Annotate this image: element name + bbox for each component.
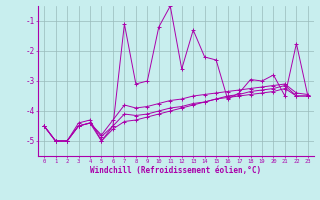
X-axis label: Windchill (Refroidissement éolien,°C): Windchill (Refroidissement éolien,°C) — [91, 166, 261, 175]
